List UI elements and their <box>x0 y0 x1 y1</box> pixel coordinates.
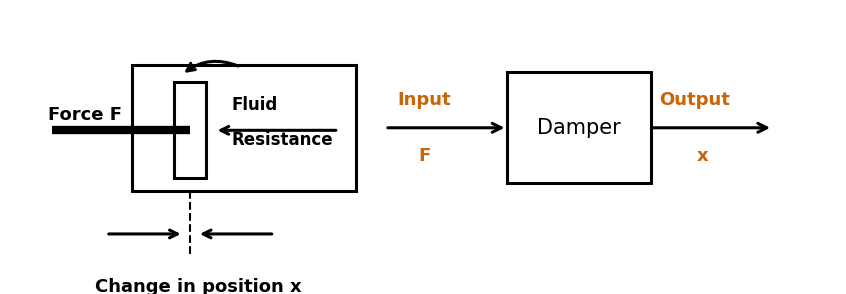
Text: Change in position x: Change in position x <box>96 278 302 294</box>
Bar <box>174 82 206 178</box>
Text: x: x <box>697 147 709 165</box>
Text: Force F: Force F <box>47 106 122 124</box>
Text: Fluid: Fluid <box>232 96 277 114</box>
Text: F: F <box>419 147 431 165</box>
Text: Damper: Damper <box>537 118 621 138</box>
Text: Output: Output <box>659 91 730 109</box>
Text: Input: Input <box>398 91 451 109</box>
Bar <box>132 65 355 191</box>
Text: Resistance: Resistance <box>232 131 333 149</box>
Bar <box>508 72 651 183</box>
